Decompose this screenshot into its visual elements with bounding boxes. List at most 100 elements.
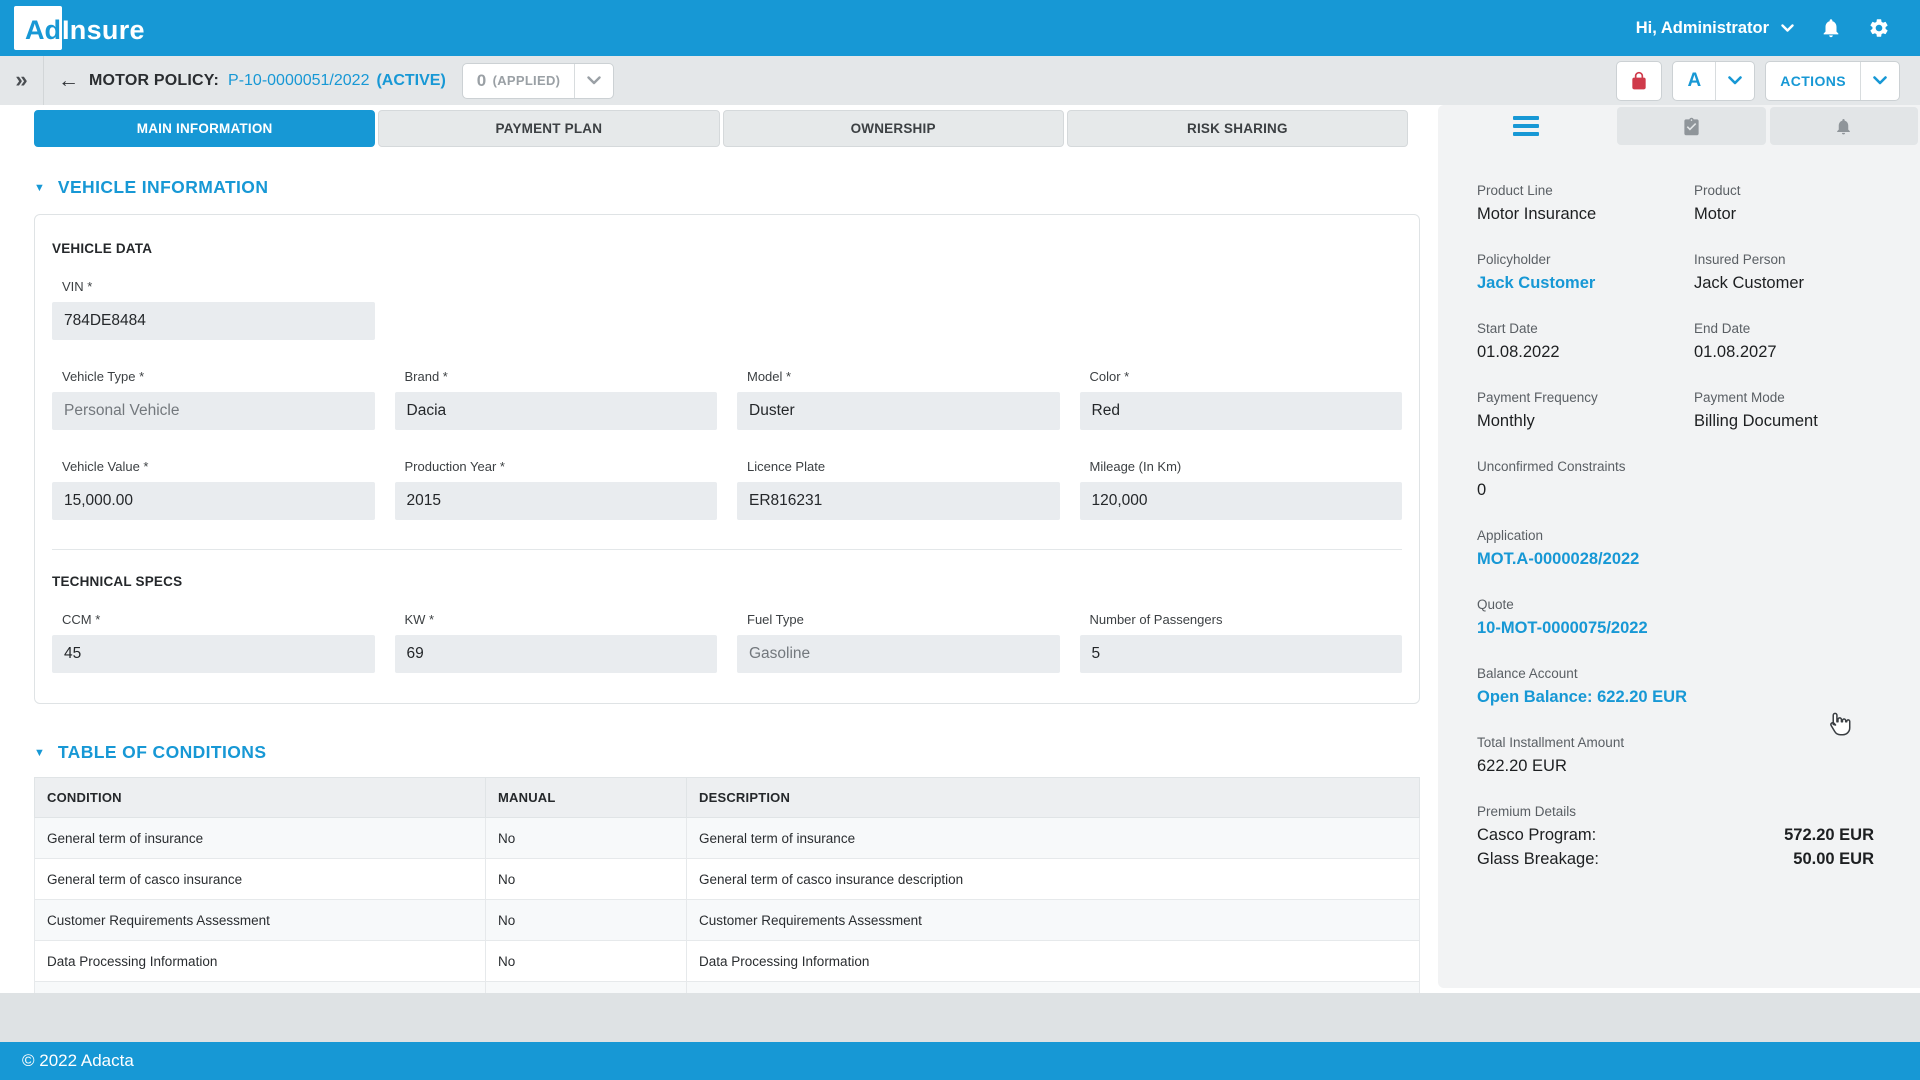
applied-version-button[interactable]: 0 (APPLIED) xyxy=(461,62,615,99)
col-description: DESCRIPTION xyxy=(686,777,1420,818)
profile-a-label: A xyxy=(1687,69,1702,91)
passengers-input[interactable]: 5 xyxy=(1079,635,1402,673)
sidebar-tabs xyxy=(1438,107,1918,145)
table-of-conditions-section-header: ▼ TABLE OF CONDITIONS xyxy=(34,742,1438,763)
settings-gear-icon[interactable] xyxy=(1868,17,1890,39)
table-row[interactable]: Data Processing Information No Data Proc… xyxy=(34,940,1420,982)
lock-button[interactable] xyxy=(1616,60,1663,101)
cell-condition: Data Processing Information xyxy=(34,940,486,982)
field-passengers: Number of Passengers 5 xyxy=(1079,612,1402,673)
vehicle-data-title: VEHICLE DATA xyxy=(52,241,153,256)
profile-a-button[interactable]: A xyxy=(1672,60,1756,101)
notifications-bell-icon[interactable] xyxy=(1820,17,1842,39)
section-title: TABLE OF CONDITIONS xyxy=(57,742,267,762)
passengers-label: Number of Passengers xyxy=(1089,612,1223,627)
policy-tabs: MAIN INFORMATION PAYMENT PLAN OWNERSHIP … xyxy=(34,110,1408,147)
premium-row-glass: Glass Breakage: 50.00 EUR xyxy=(1477,850,1874,869)
field-model: Model * Duster xyxy=(737,369,1060,430)
premium-label: Glass Breakage: xyxy=(1477,850,1599,868)
summary-field-start-date: Start Date 01.08.2022 xyxy=(1477,321,1694,362)
applied-label: (APPLIED) xyxy=(492,73,561,88)
fuel-type-input[interactable]: Gasoline xyxy=(737,635,1060,673)
app-header: Ad Insure Hi, Administrator xyxy=(0,0,1920,56)
applied-chevron-icon[interactable] xyxy=(574,63,613,98)
premium-row-casco: Casco Program: 572.20 EUR xyxy=(1477,826,1874,845)
premium-label: Casco Program: xyxy=(1477,826,1597,844)
logo-ad: Ad xyxy=(14,6,62,50)
vehicle-value-input[interactable]: 15,000.00 xyxy=(52,482,375,520)
tab-ownership[interactable]: OWNERSHIP xyxy=(722,110,1064,147)
color-input[interactable]: Red xyxy=(1079,392,1402,430)
back-arrow-icon[interactable]: ← xyxy=(58,68,79,92)
tab-main-information[interactable]: MAIN INFORMATION xyxy=(34,110,376,147)
sidebar-tab-notifications[interactable] xyxy=(1769,107,1918,145)
collapse-caret-icon[interactable]: ▼ xyxy=(34,746,45,759)
sidebar-tab-tasks[interactable] xyxy=(1617,107,1766,145)
actions-label: ACTIONS xyxy=(1780,72,1846,89)
mileage-input[interactable]: 120,000 xyxy=(1079,482,1402,520)
field-label: Unconfirmed Constraints xyxy=(1477,459,1626,474)
conditions-table: CONDITION MANUAL DESCRIPTION General ter… xyxy=(34,777,1420,993)
table-row[interactable]: Customer Requirements Assessment No Cust… xyxy=(34,899,1420,941)
vin-input[interactable]: 784DE8484 xyxy=(52,302,375,340)
licence-plate-input[interactable]: ER816231 xyxy=(737,482,1060,520)
ccm-input[interactable]: 45 xyxy=(52,635,375,673)
vehicle-type-label: Vehicle Type * xyxy=(62,369,145,384)
policy-toolbar: » ← MOTOR POLICY: P-10-0000051/2022 (ACT… xyxy=(0,56,1920,105)
vehicle-type-input[interactable]: Personal Vehicle xyxy=(52,392,375,430)
field-label: Payment Mode xyxy=(1694,390,1785,405)
vehicle-data-card: VEHICLE DATA VIN * 784DE8484 Vehicle Typ… xyxy=(34,214,1420,704)
collapse-caret-icon[interactable]: ▼ xyxy=(34,181,45,194)
brand-input[interactable]: Dacia xyxy=(394,392,717,430)
field-label: Insured Person xyxy=(1694,252,1786,267)
user-menu[interactable]: Hi, Administrator xyxy=(1636,19,1794,38)
field-label: Total Installment Amount xyxy=(1477,735,1625,750)
quote-link[interactable]: 10-MOT-0000075/2022 xyxy=(1477,619,1648,637)
expand-panel-icon[interactable]: » xyxy=(0,56,44,105)
field-value: Jack Customer xyxy=(1694,274,1805,292)
vin-label: VIN * xyxy=(62,279,93,294)
sidebar-tab-summary[interactable] xyxy=(1438,107,1613,145)
production-year-label: Production Year * xyxy=(404,459,505,474)
policy-number-link[interactable]: P-10-0000051/2022 xyxy=(228,71,370,89)
summary-field-total-installment: Total Installment Amount 622.20 EUR xyxy=(1477,735,1874,776)
col-manual: MANUAL xyxy=(485,777,687,818)
table-row[interactable]: General term of casco insurance No Gener… xyxy=(34,858,1420,900)
cell-condition: Insurance Product Information xyxy=(34,981,486,993)
entity-title: MOTOR POLICY: xyxy=(89,71,220,89)
field-fuel-type: Fuel Type Gasoline xyxy=(737,612,1060,673)
profile-chevron-icon[interactable] xyxy=(1715,61,1754,100)
field-label: Product Line xyxy=(1477,183,1553,198)
field-label: Policyholder xyxy=(1477,252,1551,267)
kw-input[interactable]: 69 xyxy=(394,635,717,673)
cell-description: Customer Requirements Assessment xyxy=(686,899,1420,941)
summary-field-product-line: Product Line Motor Insurance xyxy=(1477,183,1694,224)
actions-button[interactable]: ACTIONS xyxy=(1765,60,1900,101)
policyholder-link[interactable]: Jack Customer xyxy=(1477,274,1596,292)
model-input[interactable]: Duster xyxy=(737,392,1060,430)
open-balance-link[interactable]: Open Balance: 622.20 EUR xyxy=(1477,688,1688,706)
summary-field-balance-account: Balance Account Open Balance: 622.20 EUR xyxy=(1477,666,1874,707)
logo-insure: Insure xyxy=(62,15,145,45)
status-badge: (ACTIVE) xyxy=(376,71,446,89)
application-link[interactable]: MOT.A-0000028/2022 xyxy=(1477,550,1640,568)
hamburger-icon xyxy=(1512,116,1539,136)
actions-chevron-icon[interactable] xyxy=(1860,61,1899,100)
field-production-year: Production Year * 2015 xyxy=(394,459,717,520)
chevron-down-icon xyxy=(1781,23,1794,33)
field-kw: KW * 69 xyxy=(394,612,717,673)
cell-manual: No xyxy=(485,940,687,982)
field-label: End Date xyxy=(1694,321,1751,336)
tab-payment-plan[interactable]: PAYMENT PLAN xyxy=(378,110,720,147)
tab-risk-sharing[interactable]: RISK SHARING xyxy=(1066,110,1408,147)
cell-description: Data Processing Information xyxy=(686,940,1420,982)
table-row[interactable]: Insurance Product Information No Insuran… xyxy=(34,981,1420,993)
field-color: Color * Red xyxy=(1079,369,1402,430)
cell-manual: No xyxy=(485,858,687,900)
production-year-input[interactable]: 2015 xyxy=(394,482,717,520)
adinsure-logo: Ad Insure xyxy=(14,6,145,50)
field-value: Motor xyxy=(1694,205,1737,223)
table-row[interactable]: General term of insurance No General ter… xyxy=(34,817,1420,859)
cell-condition: Customer Requirements Assessment xyxy=(34,899,486,941)
